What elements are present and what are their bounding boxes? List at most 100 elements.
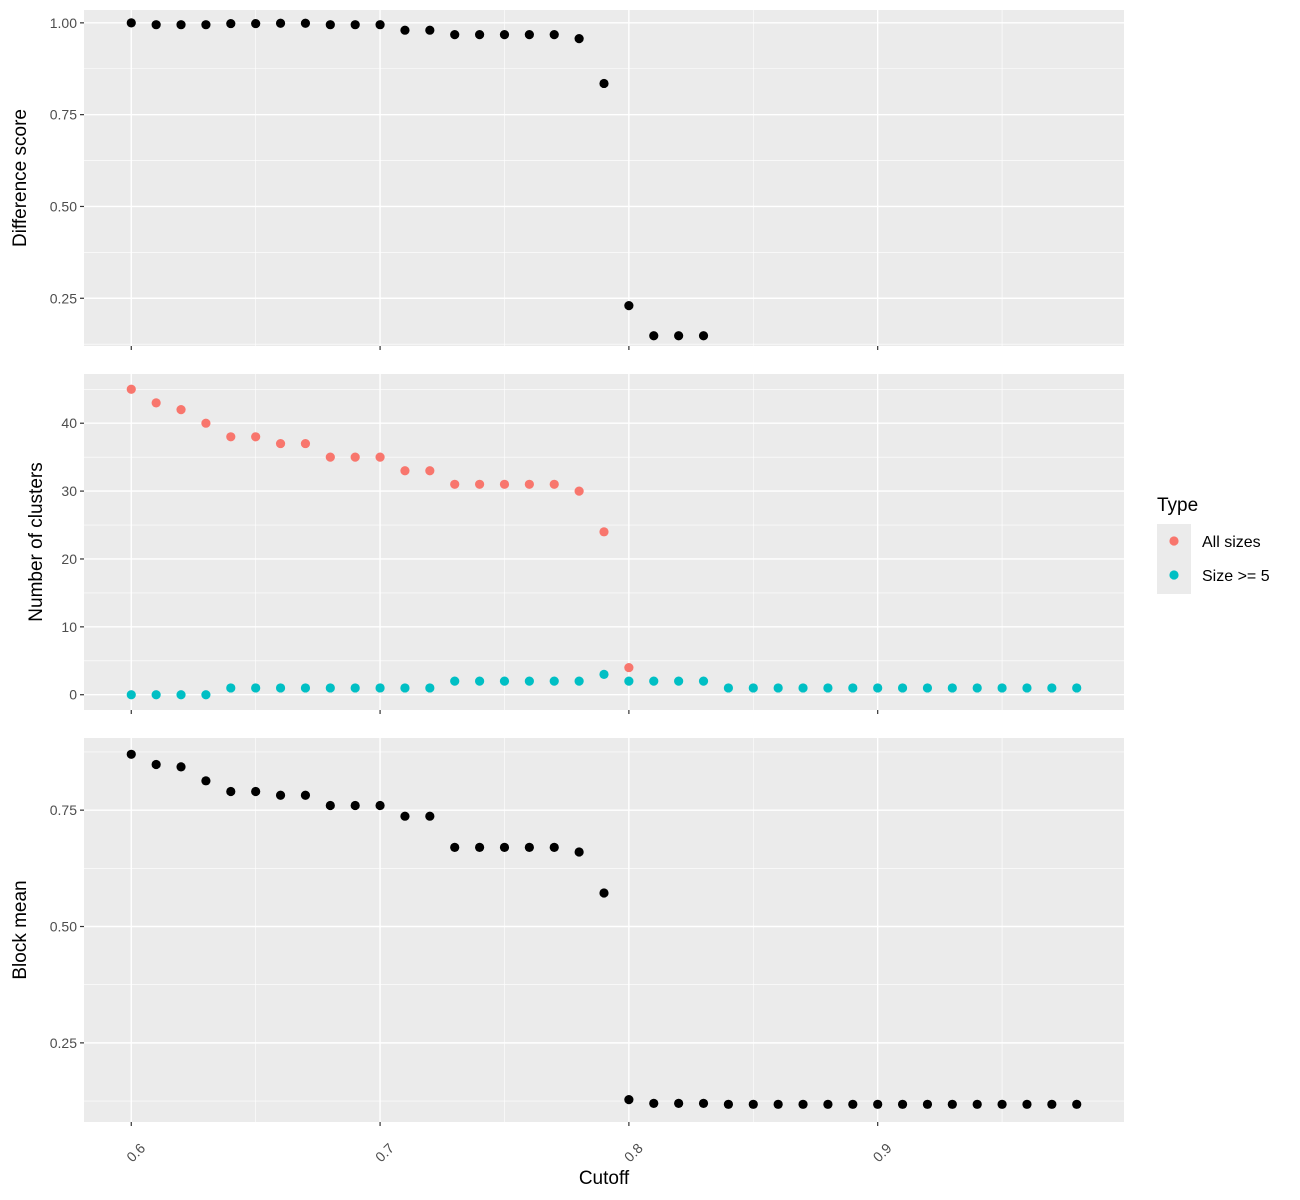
data-point: [226, 683, 236, 693]
panels: 0.25 0.50 0.75 1.00 0 10 20 30 40 0.25 0.50 0.75 0.6…: [50, 10, 1124, 1165]
data-point: [549, 676, 559, 686]
data-point: [947, 683, 957, 693]
y-tick-label: 40: [61, 415, 77, 431]
data-point: [499, 842, 510, 852]
data-point: [524, 676, 534, 686]
y-tick-label: 30: [61, 483, 77, 499]
data-point: [474, 479, 485, 489]
data-point: [848, 683, 858, 693]
x-tick-label: 0.6: [123, 1140, 148, 1165]
data-point: [425, 811, 435, 821]
y-tick-label: 0.25: [50, 1035, 77, 1051]
data-point: [599, 527, 609, 537]
data-point: [624, 662, 634, 673]
series-1: [126, 384, 634, 673]
data-point: [549, 30, 559, 40]
data-point: [400, 683, 410, 693]
data-point: [300, 683, 311, 693]
data-point: [748, 683, 758, 693]
data-point: [674, 1098, 684, 1108]
data-point: [922, 683, 933, 693]
data-point: [450, 479, 460, 489]
y-tick-label: 20: [61, 551, 77, 567]
y-tick-label: 0.25: [50, 290, 77, 306]
panel-background: [84, 374, 1124, 710]
y-axis-title: Difference score: [10, 109, 31, 247]
legend-key: [1169, 570, 1179, 580]
data-point: [151, 20, 161, 30]
data-point: [126, 384, 136, 394]
data-point: [972, 683, 982, 693]
data-point: [325, 683, 335, 693]
data-point: [375, 800, 385, 811]
data-point: [450, 30, 460, 40]
data-point: [275, 790, 286, 800]
data-point: [474, 842, 485, 852]
y-tick-label: 0: [69, 687, 77, 703]
data-point: [275, 438, 286, 449]
data-point: [599, 78, 609, 89]
data-point: [300, 790, 311, 800]
data-point: [499, 479, 510, 489]
legend-key-background: [1157, 524, 1191, 594]
data-point: [848, 1099, 858, 1109]
data-point: [549, 842, 559, 852]
data-point: [748, 1099, 758, 1109]
axis-titles: Difference score Number of clusters Block …: [10, 109, 630, 1189]
data-point: [698, 331, 709, 341]
y-tick-label: 1.00: [50, 15, 77, 31]
data-point: [176, 405, 186, 415]
data-point: [873, 683, 883, 693]
data-point: [474, 676, 485, 686]
x-axis-title: Cutoff: [579, 1168, 630, 1189]
data-point: [524, 479, 534, 489]
data-point: [599, 669, 609, 679]
data-point: [922, 1099, 933, 1109]
data-point: [698, 676, 709, 686]
legend-key: [1169, 536, 1179, 546]
data-point: [897, 1099, 908, 1109]
data-point: [350, 452, 360, 462]
data-point: [151, 690, 161, 700]
data-point: [649, 331, 659, 341]
x-tick-label: 0.7: [372, 1140, 397, 1165]
data-point: [350, 20, 360, 30]
data-point: [499, 30, 510, 40]
y-axis-title: Number of clusters: [26, 462, 47, 621]
data-point: [350, 683, 360, 693]
x-tick-label: 0.9: [870, 1140, 895, 1165]
data-point: [151, 759, 161, 770]
data-point: [1022, 683, 1032, 693]
data-point: [823, 1099, 833, 1109]
data-point: [325, 452, 335, 462]
data-point: [325, 800, 335, 811]
data-point: [176, 762, 186, 772]
data-point: [1022, 1099, 1032, 1109]
data-point: [400, 466, 410, 476]
data-point: [947, 1099, 957, 1109]
data-point: [624, 301, 634, 311]
data-point: [251, 432, 261, 442]
data-point: [823, 683, 833, 693]
data-point: [300, 438, 311, 449]
data-point: [450, 842, 460, 852]
data-point: [375, 20, 385, 30]
data-point: [201, 776, 211, 786]
data-point: [649, 1098, 659, 1108]
panel-1: 0.25 0.50 0.75 1.00: [50, 10, 1124, 350]
data-point: [201, 20, 211, 30]
data-point: [375, 683, 385, 693]
data-point: [524, 842, 534, 852]
data-point: [1072, 683, 1082, 693]
series-1: [126, 749, 1082, 1109]
data-point: [450, 676, 460, 686]
legend-label: All sizes: [1202, 534, 1261, 551]
data-point: [251, 786, 261, 797]
data-point: [599, 888, 609, 898]
data-point: [723, 1099, 734, 1109]
data-point: [499, 676, 510, 686]
panel-background: [84, 10, 1124, 346]
legend: Type All sizes Size >= 5: [1157, 495, 1270, 594]
data-point: [897, 683, 908, 693]
legend-title: Type: [1157, 495, 1198, 516]
